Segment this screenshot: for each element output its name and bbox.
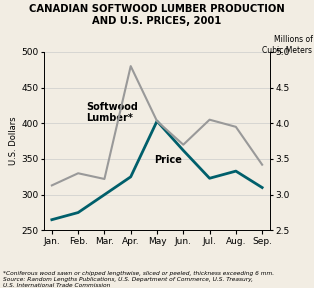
Text: CANADIAN SOFTWOOD LUMBER PRODUCTION
AND U.S. PRICES, 2001: CANADIAN SOFTWOOD LUMBER PRODUCTION AND … <box>29 4 285 26</box>
Text: Millions of: Millions of <box>273 35 312 43</box>
Text: *Coniferous wood sawn or chipped lengthwise, sliced or peeled, thickness exceedi: *Coniferous wood sawn or chipped lengthw… <box>3 271 274 288</box>
Y-axis label: U.S. Dollars: U.S. Dollars <box>9 117 19 165</box>
Text: Softwood
Lumber*: Softwood Lumber* <box>86 102 138 123</box>
Text: Cubic Meters: Cubic Meters <box>263 46 312 55</box>
Text: Price: Price <box>154 156 182 165</box>
